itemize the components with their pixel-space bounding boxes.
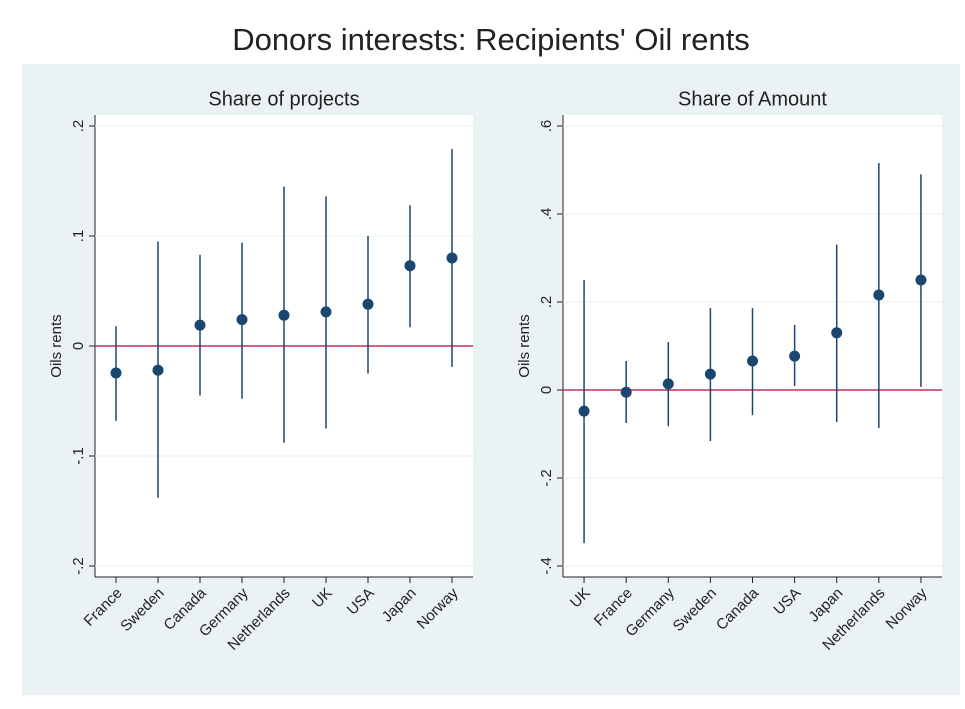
point [789, 350, 801, 362]
panel-title: Share of Amount [678, 88, 827, 110]
y-tick-label: 0 [70, 342, 87, 350]
point [662, 378, 674, 390]
point [362, 298, 374, 310]
point [578, 405, 590, 417]
y-axis-label: Oils rents [516, 314, 533, 377]
y-tick-label: -.4 [538, 557, 555, 575]
figure-title: Donors interests: Recipients' Oil rents [232, 22, 750, 57]
point [236, 314, 248, 326]
y-tick-label: 0 [538, 386, 555, 394]
y-tick-label: .1 [70, 230, 87, 243]
y-tick-label: .4 [538, 208, 555, 221]
y-axis-label: Oils rents [48, 314, 65, 377]
y-tick-label: .2 [538, 296, 555, 309]
point [747, 355, 758, 367]
point [152, 364, 164, 376]
y-tick-label: -.2 [70, 557, 87, 575]
point [831, 327, 843, 339]
y-tick-label: -.1 [70, 447, 87, 465]
y-tick-label: -.2 [538, 469, 555, 487]
y-tick-label: .2 [70, 120, 87, 133]
point [110, 367, 122, 379]
point [873, 289, 885, 301]
point [194, 319, 206, 331]
point [278, 309, 290, 321]
point [704, 368, 716, 380]
point [620, 386, 632, 398]
point [446, 252, 458, 264]
point [320, 306, 332, 318]
panel-title: Share of projects [208, 88, 359, 110]
point [404, 260, 416, 272]
y-tick-label: .6 [538, 120, 555, 133]
point [915, 274, 927, 286]
